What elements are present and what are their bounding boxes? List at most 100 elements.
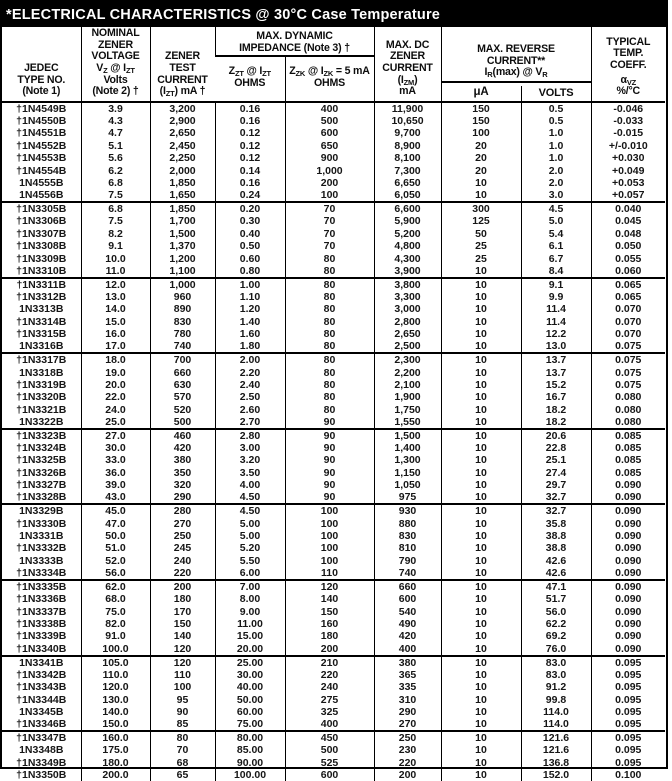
row-group: 1N3341B 105.0 120 25.00 210 380 10 83.0 0.095 †1N… (2, 655, 666, 732)
reverse-voltage-volts: 8.4 (520, 264, 592, 278)
zzk-impedance-ohms: 100 (284, 504, 374, 518)
jedec-type-no: †1N4554B (16, 164, 67, 177)
zener-test-current: 1,850 (149, 202, 215, 216)
table-row: †1N3310B 11.0 1,100 0.80 80 3,900 10 8.4 0.060 (2, 264, 666, 278)
reverse-voltage-volts: 2.0 (520, 176, 592, 190)
max-dc-zener-current: 1,050 (373, 479, 441, 492)
temp-coefficient: +0.030 (590, 152, 666, 165)
zener-test-current: 1,500 (149, 227, 215, 240)
zzk-impedance-ohms: 80 (284, 315, 374, 328)
temp-coefficient: 0.095 (590, 744, 666, 757)
max-dc-zener-current: 1,400 (373, 441, 441, 455)
max-dc-zener-current: 660 (373, 580, 441, 593)
reverse-current-ua: 10 (440, 441, 521, 455)
zener-test-current: 830 (149, 315, 215, 328)
table-row: 1N3331B 50.0 250 5.00 100 830 10 38.8 0.090 (2, 529, 666, 543)
zzt-impedance-ohms: 50.00 (214, 693, 285, 706)
temp-coefficient: 0.090 (590, 517, 666, 530)
zzk-impedance-ohms: 160 (284, 617, 374, 631)
reverse-voltage-volts: 121.6 (520, 731, 592, 745)
col-header-nominal-zener-voltage: NOMINAL ZENER VOLTAGE VZ @ IZT Volts (Note 2)… (80, 27, 150, 102)
reverse-voltage-volts: 0.5 (520, 114, 592, 128)
table-row: †1N3320B 22.0 570 2.50 80 1,900 10 16.7 0.080 (2, 391, 666, 404)
reverse-current-subheader: μA VOLTS (441, 80, 591, 101)
table-row: †1N3343B 120.0 100 40.00 240 335 10 91.2 0.095 (2, 680, 666, 694)
temp-coefficient: 0.065 (590, 290, 666, 304)
temp-coefficient: 0.090 (590, 504, 666, 518)
table-row: 1N4555B 6.8 1,850 0.16 200 6,650 10 2.0 +0.053 (2, 176, 666, 190)
nominal-zener-voltage: 52.0 (80, 554, 150, 567)
reverse-voltage-volts: 83.0 (520, 668, 592, 681)
zener-test-current: 68 (149, 756, 215, 769)
reverse-voltage-volts: 9.1 (520, 277, 592, 291)
reverse-current-ua: 10 (440, 391, 521, 404)
reverse-voltage-volts: 47.1 (520, 580, 592, 593)
reverse-current-ua: 20 (440, 152, 521, 165)
max-dc-zener-current: 540 (373, 605, 441, 618)
table-row: 1N3333B 52.0 240 5.50 100 790 10 42.6 0.090 (2, 554, 666, 567)
zzt-impedance-ohms: 3.50 (214, 466, 285, 480)
reverse-current-ua: 10 (440, 567, 521, 580)
max-dc-zener-current: 310 (373, 693, 441, 706)
zzt-impedance-ohms: 0.12 (214, 127, 285, 140)
zener-test-current: 280 (149, 504, 215, 518)
zener-test-current: 140 (149, 630, 215, 643)
reverse-voltage-volts: 42.6 (520, 567, 592, 580)
reverse-voltage-volts: 6.7 (520, 252, 592, 265)
nominal-zener-voltage: 120.0 (80, 680, 150, 694)
reverse-current-ua: 50 (440, 227, 521, 240)
col-header-max-dynamic-impedance: MAX. DYNAMIC IMPEDANCE (Note 3) † (214, 27, 374, 58)
max-dc-zener-current: 4,300 (373, 252, 441, 265)
max-dc-zener-current: 810 (373, 542, 441, 555)
reverse-voltage-volts: 91.2 (520, 680, 592, 694)
nominal-zener-voltage: 8.2 (80, 227, 150, 240)
table-row: 1N3329B 45.0 280 4.50 100 930 10 32.7 0.090 (2, 504, 666, 518)
table-row: †1N3349B 180.0 68 90.00 525 220 10 136.8 0.095 (2, 756, 666, 769)
jedec-type-no: †1N3311B (16, 278, 67, 291)
jedec-type-no: †1N3346B (16, 718, 67, 731)
zzt-impedance-ohms: 3.00 (214, 441, 285, 455)
table-row: †1N3307B 8.2 1,500 0.40 70 5,200 50 5.4 0.048 (2, 227, 666, 240)
zzk-impedance-ohms: 140 (284, 593, 374, 606)
reverse-current-ua: 25 (440, 252, 521, 265)
zzk-impedance-ohms: 80 (284, 290, 374, 304)
nominal-zener-voltage: 5.6 (80, 152, 150, 165)
table-row: †1N3321B 24.0 520 2.60 80 1,750 10 18.2 0.080 (2, 403, 666, 416)
zzk-impedance-ohms: 500 (284, 114, 374, 128)
zzt-impedance-ohms: 4.50 (214, 491, 285, 505)
max-dc-zener-current: 270 (373, 718, 441, 732)
reverse-voltage-volts: 62.2 (520, 617, 592, 631)
temp-coefficient: 0.065 (590, 277, 666, 291)
col-header-max-dc-zener-current: MAX. DC ZENER CURRENT (IZM) mA (373, 27, 441, 102)
reverse-current-label: MAX. REVERSE CURRENT** IR(max) @ VR (477, 42, 555, 80)
table-row: †1N3350B 200.0 65 100.00 600 200 10 152.0 0.100 (2, 768, 666, 781)
zzk-impedance-ohms: 325 (284, 705, 374, 719)
max-dc-zener-current: 5,200 (373, 227, 441, 240)
zzk-impedance-ohms: 240 (284, 680, 374, 694)
reverse-current-ua: 10 (440, 580, 521, 593)
col-header-microamps: μA (442, 86, 522, 101)
nominal-zener-voltage: 7.5 (80, 215, 150, 228)
jedec-type-no: †1N3335B (16, 581, 67, 593)
temp-coefficient: 0.095 (590, 731, 666, 745)
temp-coefficient: 0.085 (590, 466, 666, 480)
row-group: 1N3329B 45.0 280 4.50 100 930 10 32.7 0.090 †1N33… (2, 504, 666, 580)
reverse-current-ua: 10 (440, 479, 521, 492)
nominal-zener-voltage: 105.0 (80, 655, 150, 669)
nominal-zener-voltage: 150.0 (80, 718, 150, 732)
temp-coefficient: 0.090 (590, 580, 666, 593)
reverse-voltage-volts: 20.6 (520, 428, 592, 442)
max-dc-zener-current: 880 (373, 517, 441, 530)
max-dc-zener-current: 10,650 (373, 114, 441, 128)
table-row: †1N4551B 4.7 2,650 0.12 600 9,700 100 1.0 -0.015 (2, 127, 666, 140)
nominal-zener-voltage: 200.0 (80, 768, 150, 781)
reverse-current-ua: 10 (440, 403, 521, 416)
temp-coefficient: -0.046 (590, 101, 666, 115)
zzk-impedance-ohms: 900 (284, 152, 374, 165)
max-dc-zener-current: 600 (373, 593, 441, 606)
table-row: †1N3337B 75.0 170 9.00 150 540 10 56.0 0.090 (2, 605, 666, 618)
table-row: 1N3345B 140.0 90 60.00 325 290 10 114.0 0.095 (2, 705, 666, 719)
reverse-voltage-volts: 5.0 (520, 215, 592, 228)
temp-coefficient: 0.040 (590, 202, 666, 216)
max-dc-zener-current: 250 (373, 731, 441, 745)
